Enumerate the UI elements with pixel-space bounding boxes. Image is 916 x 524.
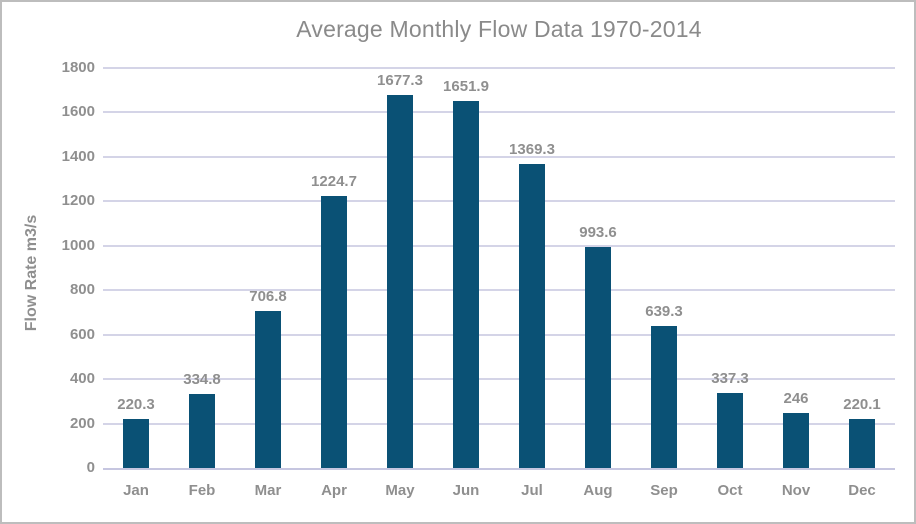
bar-slot-sep: 639.3 <box>631 68 697 468</box>
y-tick-label-1800: 1800 <box>61 59 95 76</box>
data-label-may: 1677.3 <box>377 72 423 90</box>
bar-slot-jan: 220.3 <box>103 68 169 468</box>
bar-slot-may: 1677.3 <box>367 68 433 468</box>
bar-apr[interactable] <box>321 195 347 468</box>
data-label-oct: 337.3 <box>711 370 749 388</box>
bar-slot-apr: 1224.7 <box>301 68 367 468</box>
bar-slot-feb: 334.8 <box>169 68 235 468</box>
bar-mar[interactable] <box>255 310 281 468</box>
x-axis-label-apr: Apr <box>321 482 347 499</box>
data-label-apr: 1224.7 <box>311 172 357 190</box>
bar-nov[interactable] <box>783 413 809 468</box>
bar-jun[interactable] <box>453 100 479 468</box>
gridline-800 <box>103 289 895 292</box>
x-axis-label-jun: Jun <box>452 482 480 499</box>
y-tick-label-1000: 1000 <box>61 236 95 254</box>
gridline-600 <box>103 333 895 336</box>
bar-slot-nov: 246 <box>763 68 829 468</box>
data-label-jan: 220.3 <box>117 396 155 414</box>
bar-jul[interactable] <box>519 163 545 468</box>
data-label-sep: 639.3 <box>645 302 683 320</box>
x-axis-labels: Jan Feb Mar Apr May Jun Jul Aug Sep Oct Nov Dec <box>103 482 895 499</box>
x-axis-label-mar: Mar <box>254 482 282 499</box>
x-axis-label-jan: Jan <box>123 482 149 499</box>
gridline-1200 <box>103 200 895 203</box>
bar-aug[interactable] <box>585 247 611 468</box>
chart-title: Average Monthly Flow Data 1970-2014 <box>296 16 702 42</box>
gridline-1000 <box>103 244 895 247</box>
data-label-feb: 334.8 <box>183 370 221 388</box>
x-axis-label-feb: Feb <box>188 482 216 499</box>
x-axis-label-oct: Oct <box>717 482 743 499</box>
gridline-1400 <box>103 155 895 158</box>
data-label-dec: 220.1 <box>843 396 881 414</box>
y-tick-label-400: 400 <box>69 370 95 388</box>
y-tick-label-0: 0 <box>86 459 95 476</box>
bar-slot-dec: 220.1 <box>829 68 895 468</box>
bar-slot-jun: 1651.9 <box>433 68 499 468</box>
y-tick-label-800: 800 <box>69 281 95 299</box>
bar-slot-jul: 1369.3 <box>499 68 565 468</box>
x-axis-label-aug: Aug <box>583 482 613 499</box>
bar-dec[interactable] <box>849 419 875 468</box>
x-axis-label-nov: Nov <box>781 482 811 499</box>
bar-slot-oct: 337.3 <box>697 68 763 468</box>
gridline-1600 <box>103 111 895 114</box>
y-tick-label-1400: 1400 <box>61 147 95 165</box>
gridline-1800 <box>103 67 895 69</box>
data-label-mar: 706.8 <box>249 287 287 305</box>
bar-slot-aug: 993.6 <box>565 68 631 468</box>
bar-slot-mar: 706.8 <box>235 68 301 468</box>
y-tick-label-600: 600 <box>69 325 95 343</box>
bar-feb[interactable] <box>189 393 215 468</box>
data-label-aug: 993.6 <box>579 224 617 242</box>
y-tick-label-1200: 1200 <box>61 192 95 210</box>
bar-jan[interactable] <box>123 419 149 468</box>
bar-may[interactable] <box>387 95 413 468</box>
plot-area[interactable]: 220.3 334.8 706.8 1224.7 1677.3 1651.9 1369.3 9… <box>103 67 895 470</box>
x-axis-label-dec: Dec <box>848 482 876 499</box>
data-label-nov: 246 <box>783 390 809 408</box>
x-axis-label-sep: Sep <box>650 482 678 499</box>
y-axis-tick-labels: 0 200 400 600 800 1000 1200 1400 1600 1800 <box>2 59 95 476</box>
data-label-jun: 1651.9 <box>443 77 489 95</box>
gridline-400 <box>103 378 895 381</box>
bar-series: 220.3 334.8 706.8 1224.7 1677.3 1651.9 1369.3 9… <box>103 68 895 468</box>
bar-sep[interactable] <box>651 325 677 468</box>
x-axis-label-jul: Jul <box>521 482 543 499</box>
x-axis-label-may: May <box>385 482 415 499</box>
bar-oct[interactable] <box>717 393 743 468</box>
y-tick-label-200: 200 <box>69 414 95 432</box>
gridline-200 <box>103 422 895 425</box>
y-tick-label-1600: 1600 <box>61 103 95 121</box>
data-label-jul: 1369.3 <box>509 140 555 158</box>
